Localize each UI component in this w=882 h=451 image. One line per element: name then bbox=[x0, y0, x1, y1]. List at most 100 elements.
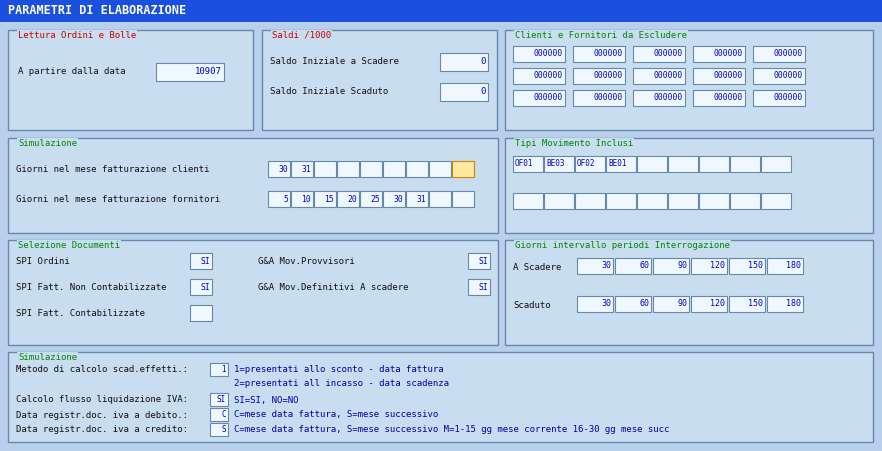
Text: SI: SI bbox=[478, 282, 488, 291]
Bar bbox=[693, 90, 745, 106]
Text: SI=SI, NO=NO: SI=SI, NO=NO bbox=[234, 396, 298, 405]
Bar bbox=[8, 138, 498, 233]
Bar bbox=[767, 258, 803, 274]
Text: 120: 120 bbox=[710, 262, 725, 271]
Bar bbox=[573, 68, 625, 84]
Text: 000000: 000000 bbox=[774, 72, 803, 80]
Text: SPI Fatt. Contabilizzate: SPI Fatt. Contabilizzate bbox=[16, 309, 145, 318]
Bar bbox=[573, 46, 625, 62]
Text: 5: 5 bbox=[283, 194, 288, 203]
Bar bbox=[513, 90, 565, 106]
Text: SI: SI bbox=[217, 395, 226, 404]
Text: PARAMETRI DI ELABORAZIONE: PARAMETRI DI ELABORAZIONE bbox=[8, 5, 186, 18]
Text: Saldo Iniziale a Scadere: Saldo Iniziale a Scadere bbox=[270, 57, 399, 66]
Text: 000000: 000000 bbox=[654, 50, 683, 59]
Bar bbox=[406, 161, 428, 177]
Text: Giorni nel mese fatturazione clienti: Giorni nel mese fatturazione clienti bbox=[16, 166, 210, 175]
Text: 000000: 000000 bbox=[774, 50, 803, 59]
Bar bbox=[637, 156, 667, 172]
Text: OF01: OF01 bbox=[515, 160, 534, 169]
Text: S: S bbox=[221, 425, 226, 434]
Bar bbox=[337, 191, 359, 207]
Bar bbox=[575, 193, 605, 209]
Bar bbox=[440, 83, 488, 101]
Text: Selezione Documenti: Selezione Documenti bbox=[18, 241, 120, 250]
Text: Giorni nel mese fatturazione fornitori: Giorni nel mese fatturazione fornitori bbox=[16, 195, 221, 204]
Bar bbox=[615, 258, 651, 274]
Text: OF02: OF02 bbox=[577, 160, 595, 169]
Bar bbox=[383, 161, 405, 177]
Bar bbox=[729, 296, 765, 312]
Bar bbox=[577, 296, 613, 312]
Bar bbox=[730, 193, 760, 209]
Text: Data registr.doc. iva a credito:: Data registr.doc. iva a credito: bbox=[16, 425, 188, 434]
Text: Lettura Ordini e Bolle: Lettura Ordini e Bolle bbox=[18, 31, 136, 40]
Bar bbox=[513, 68, 565, 84]
Bar bbox=[268, 161, 290, 177]
Bar bbox=[314, 191, 336, 207]
Text: 000000: 000000 bbox=[534, 50, 563, 59]
Bar bbox=[210, 408, 228, 421]
Text: 000000: 000000 bbox=[594, 93, 623, 102]
Text: C: C bbox=[221, 410, 226, 419]
Bar bbox=[190, 305, 212, 321]
Text: 1: 1 bbox=[221, 365, 226, 374]
Text: Data registr.doc. iva a debito.:: Data registr.doc. iva a debito.: bbox=[16, 410, 188, 419]
Bar bbox=[468, 279, 490, 295]
Bar bbox=[429, 161, 451, 177]
Bar bbox=[753, 90, 805, 106]
Bar bbox=[699, 193, 729, 209]
Bar bbox=[544, 156, 574, 172]
Text: G&A Mov.Definitivi A scadere: G&A Mov.Definitivi A scadere bbox=[258, 284, 408, 293]
Text: 0: 0 bbox=[481, 57, 486, 66]
Bar bbox=[753, 68, 805, 84]
Bar bbox=[406, 191, 428, 207]
Text: 25: 25 bbox=[370, 194, 380, 203]
Bar bbox=[210, 363, 228, 376]
Text: Clienti e Fornitori da Escludere: Clienti e Fornitori da Escludere bbox=[515, 31, 687, 40]
Bar bbox=[440, 53, 488, 71]
Text: Simulazione: Simulazione bbox=[18, 139, 77, 148]
Bar bbox=[360, 191, 382, 207]
Bar bbox=[668, 193, 698, 209]
Bar bbox=[190, 279, 212, 295]
Text: 000000: 000000 bbox=[594, 50, 623, 59]
Bar bbox=[633, 90, 685, 106]
Text: SPI Ordini: SPI Ordini bbox=[16, 258, 70, 267]
Bar bbox=[637, 193, 667, 209]
Text: Metodo di calcolo scad.effetti.:: Metodo di calcolo scad.effetti.: bbox=[16, 365, 188, 374]
Bar bbox=[452, 191, 474, 207]
Text: G&A Mov.Provvisori: G&A Mov.Provvisori bbox=[258, 258, 355, 267]
Bar bbox=[505, 240, 873, 345]
Bar bbox=[505, 138, 873, 233]
Bar bbox=[544, 193, 574, 209]
Text: 10907: 10907 bbox=[195, 68, 222, 77]
Text: Saldi /1000: Saldi /1000 bbox=[272, 31, 331, 40]
Text: 000000: 000000 bbox=[774, 93, 803, 102]
Bar bbox=[573, 90, 625, 106]
Text: Simulazione: Simulazione bbox=[18, 353, 77, 362]
Bar bbox=[633, 46, 685, 62]
Text: A partire dalla data: A partire dalla data bbox=[18, 68, 125, 77]
Bar bbox=[210, 423, 228, 436]
Text: Giorni intervallo periodi Interrogazione: Giorni intervallo periodi Interrogazione bbox=[515, 241, 730, 250]
Bar bbox=[190, 253, 212, 269]
Bar bbox=[753, 46, 805, 62]
Text: 150: 150 bbox=[748, 262, 763, 271]
Text: Calcolo flusso liquidazione IVA:: Calcolo flusso liquidazione IVA: bbox=[16, 396, 188, 405]
Text: A Scadere: A Scadere bbox=[513, 263, 561, 272]
Text: Saldo Iniziale Scaduto: Saldo Iniziale Scaduto bbox=[270, 87, 388, 97]
Text: 90: 90 bbox=[677, 262, 687, 271]
Text: 150: 150 bbox=[748, 299, 763, 308]
Text: 000000: 000000 bbox=[534, 72, 563, 80]
Bar bbox=[513, 193, 543, 209]
Bar bbox=[429, 191, 451, 207]
Text: 000000: 000000 bbox=[714, 93, 743, 102]
Text: 30: 30 bbox=[278, 165, 288, 174]
Bar bbox=[575, 156, 605, 172]
Bar bbox=[653, 296, 689, 312]
Bar bbox=[262, 30, 497, 130]
Text: C=mese data fattura, S=mese successivo M=1-15 gg mese corrente 16-30 gg mese suc: C=mese data fattura, S=mese successivo M… bbox=[234, 425, 669, 434]
Text: 31: 31 bbox=[416, 194, 426, 203]
Bar bbox=[767, 296, 803, 312]
